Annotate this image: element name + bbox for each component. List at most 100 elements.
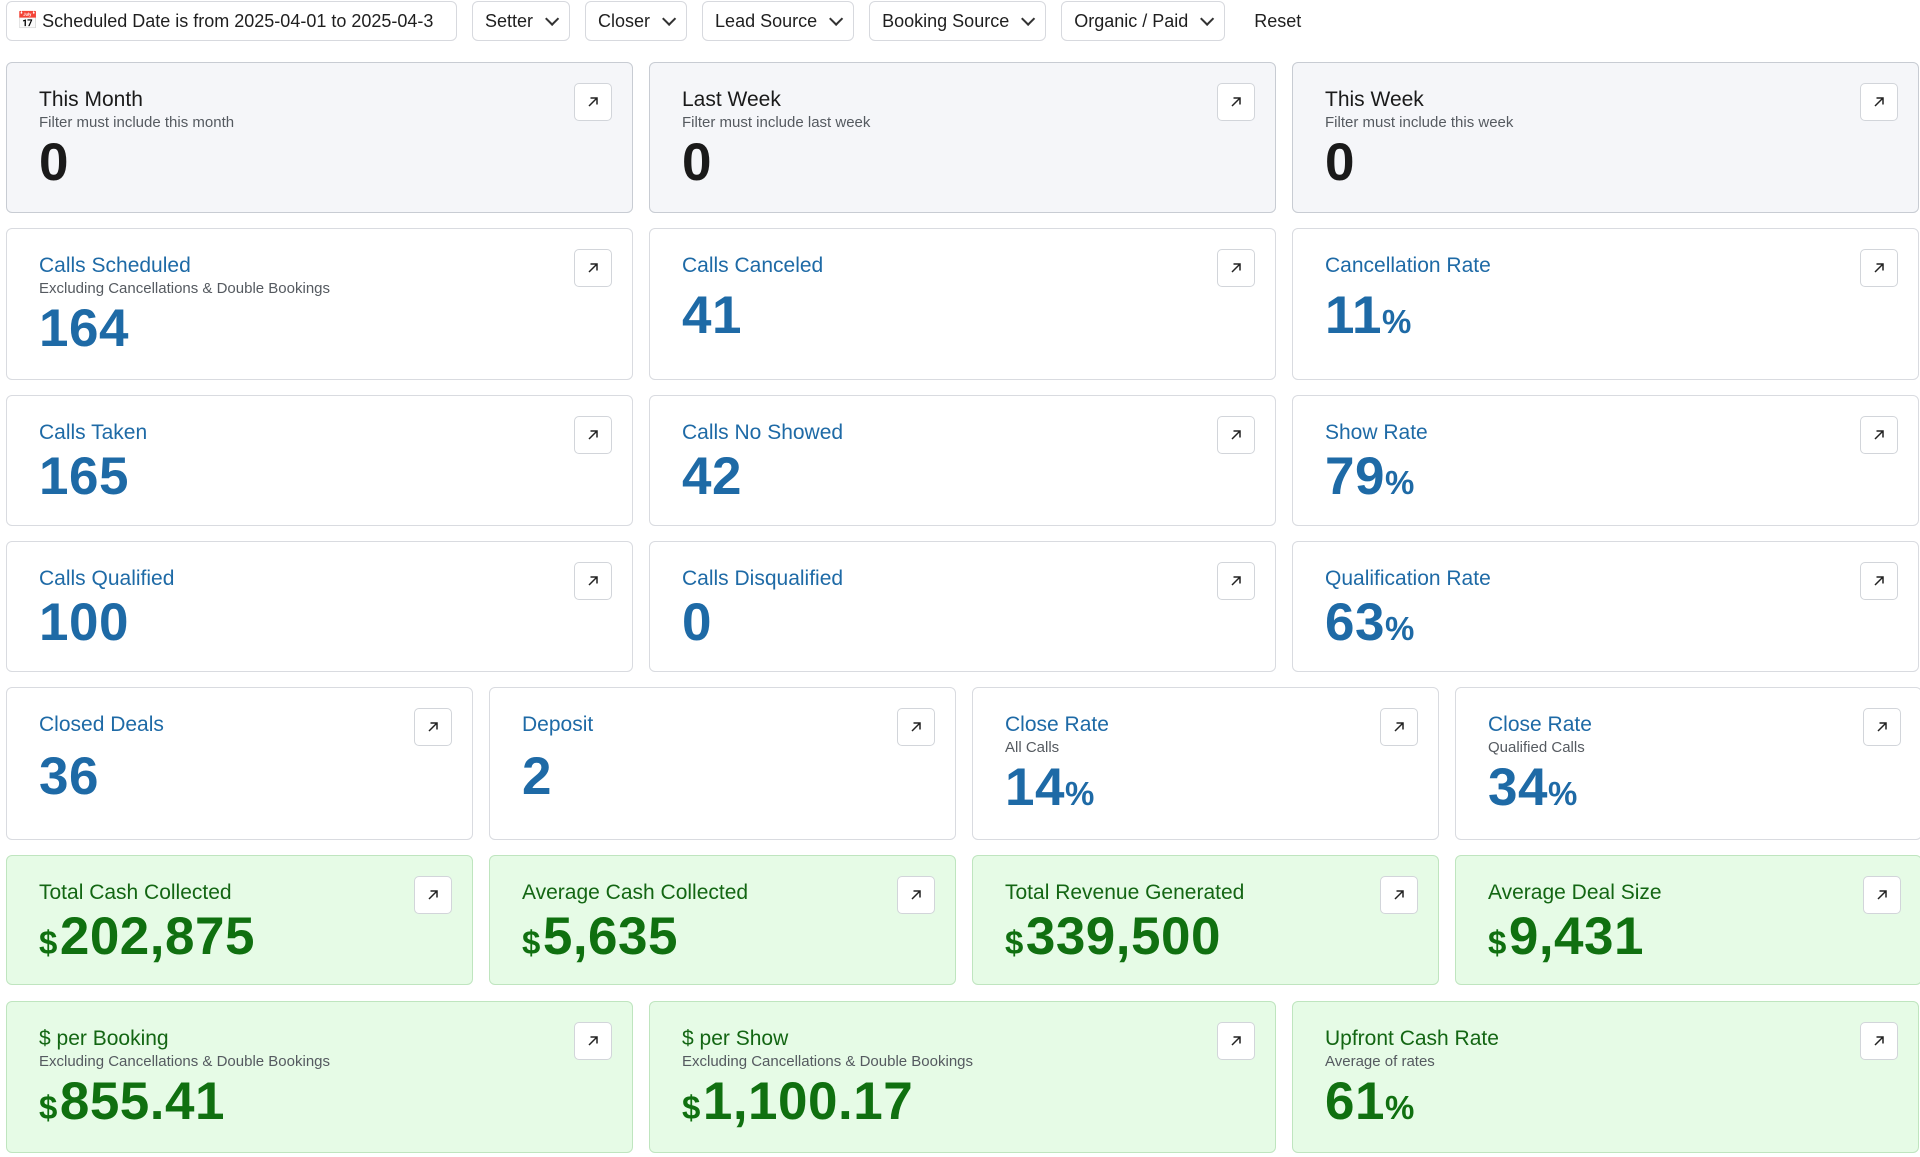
- arrow-up-right-icon: [1874, 263, 1884, 273]
- card-subtitle: Excluding Cancellations & Double Booking…: [39, 280, 331, 297]
- calls-scheduled-row: Calls Scheduled Excluding Cancellations …: [6, 228, 1919, 380]
- metric-card-calls-scheduled: Calls Scheduled Excluding Cancellations …: [6, 228, 633, 380]
- card-title: Calls Disqualified: [682, 567, 844, 590]
- arrow-up-right-icon: [1874, 576, 1884, 586]
- calls-qualified-row: Calls Qualified 100 Calls Disqualified 0…: [6, 541, 1919, 672]
- arrow-up-right-icon: [588, 97, 598, 107]
- chevron-down-icon: [1200, 11, 1215, 26]
- card-title: Close Rate: [1005, 713, 1109, 736]
- metric-card-show-rate: Show Rate 79%: [1292, 395, 1919, 526]
- arrow-up-right-icon: [428, 722, 438, 732]
- metric-card-average-deal-size: Average Deal Size $9,431: [1455, 855, 1920, 985]
- chevron-down-icon: [829, 11, 844, 26]
- expand-button[interactable]: [574, 1022, 612, 1060]
- metric-card-calls-no-showed: Calls No Showed 42: [649, 395, 1276, 526]
- expand-button[interactable]: [1860, 416, 1898, 454]
- expand-button[interactable]: [574, 83, 612, 121]
- expand-button[interactable]: [414, 708, 452, 746]
- card-title: Calls No Showed: [682, 421, 844, 444]
- card-title: Last Week: [682, 88, 781, 111]
- expand-button[interactable]: [1860, 562, 1898, 600]
- arrow-up-right-icon: [588, 430, 598, 440]
- arrow-up-right-icon: [1877, 722, 1887, 732]
- expand-button[interactable]: [1217, 83, 1255, 121]
- card-value: 100: [39, 593, 129, 652]
- arrow-up-right-icon: [1231, 430, 1241, 440]
- scheduled-date-label: Scheduled Date is from 2025-04-01 to 202…: [42, 10, 434, 31]
- expand-button[interactable]: [897, 876, 935, 914]
- metric-card-last-week: Last Week Filter must include last week …: [649, 62, 1276, 213]
- chevron-down-icon: [1021, 11, 1036, 26]
- card-value: 34%: [1488, 758, 1578, 817]
- expand-button[interactable]: [1217, 1022, 1255, 1060]
- card-title: Calls Qualified: [39, 567, 175, 590]
- card-title: Cancellation Rate: [1325, 254, 1491, 277]
- organic-paid-filter[interactable]: Organic / Paid: [1061, 1, 1226, 41]
- calendar-icon: 📅: [17, 11, 39, 30]
- chevron-down-icon: [545, 11, 560, 26]
- organic-paid-filter-label: Organic / Paid: [1074, 10, 1189, 31]
- card-title: Closed Deals: [39, 713, 164, 736]
- arrow-up-right-icon: [1874, 97, 1884, 107]
- metric-card-calls-taken: Calls Taken 165: [6, 395, 633, 526]
- setter-filter[interactable]: Setter: [472, 1, 571, 41]
- expand-button[interactable]: [1860, 83, 1898, 121]
- arrow-up-right-icon: [588, 576, 598, 586]
- metric-card-calls-disqualified: Calls Disqualified 0: [649, 541, 1276, 672]
- arrow-up-right-icon: [1231, 97, 1241, 107]
- metric-card-qualification-rate: Qualification Rate 63%: [1292, 541, 1919, 672]
- metric-card-upfront-cash-rate: Upfront Cash Rate Average of rates 61%: [1292, 1001, 1919, 1153]
- arrow-up-right-icon: [1231, 263, 1241, 273]
- expand-button[interactable]: [1380, 708, 1418, 746]
- metric-card-close-rate-all: Close Rate All Calls 14%: [972, 687, 1439, 840]
- period-row: This Month Filter must include this mont…: [6, 62, 1919, 213]
- card-title: Qualification Rate: [1325, 567, 1491, 590]
- expand-button[interactable]: [897, 708, 935, 746]
- expand-button[interactable]: [1217, 249, 1255, 287]
- card-title: Upfront Cash Rate: [1325, 1027, 1499, 1050]
- card-title: This Month: [39, 88, 143, 111]
- card-title: $ per Show: [682, 1027, 789, 1050]
- card-value: 11%: [1325, 286, 1412, 345]
- metric-card-dollars-per-booking: $ per Booking Excluding Cancellations & …: [6, 1001, 633, 1153]
- card-value: 0: [682, 133, 712, 192]
- expand-button[interactable]: [1863, 876, 1901, 914]
- card-title: Calls Canceled: [682, 254, 824, 277]
- reset-button[interactable]: Reset: [1254, 10, 1302, 31]
- metric-card-total-revenue-generated: Total Revenue Generated $339,500: [972, 855, 1439, 985]
- card-value: 61%: [1325, 1072, 1415, 1131]
- metric-card-cancellation-rate: Cancellation Rate 11%: [1292, 228, 1919, 380]
- expand-button[interactable]: [1860, 249, 1898, 287]
- card-subtitle: Filter must include this month: [39, 114, 235, 131]
- scheduled-date-filter[interactable]: 📅 Scheduled Date is from 2025-04-01 to 2…: [6, 1, 457, 41]
- card-title: Average Cash Collected: [522, 881, 749, 904]
- expand-button[interactable]: [414, 876, 452, 914]
- closer-filter-label: Closer: [598, 10, 651, 31]
- expand-button[interactable]: [1863, 708, 1901, 746]
- card-subtitle: Filter must include this week: [1325, 114, 1514, 131]
- arrow-up-right-icon: [428, 890, 438, 900]
- card-value: 0: [39, 133, 69, 192]
- expand-button[interactable]: [1380, 876, 1418, 914]
- card-value: 63%: [1325, 593, 1415, 652]
- expand-button[interactable]: [574, 416, 612, 454]
- card-value: 0: [682, 593, 712, 652]
- expand-button[interactable]: [574, 562, 612, 600]
- card-value: 42: [682, 447, 742, 506]
- calls-taken-row: Calls Taken 165 Calls No Showed 42 Show …: [6, 395, 1919, 526]
- closer-filter[interactable]: Closer: [585, 1, 688, 41]
- booking-source-filter[interactable]: Booking Source: [869, 1, 1047, 41]
- metric-card-deposit: Deposit 2: [489, 687, 956, 840]
- card-value: 0: [1325, 133, 1355, 192]
- arrow-up-right-icon: [1874, 1036, 1884, 1046]
- card-value: 79%: [1325, 447, 1415, 506]
- expand-button[interactable]: [1860, 1022, 1898, 1060]
- arrow-up-right-icon: [588, 263, 598, 273]
- expand-button[interactable]: [574, 249, 612, 287]
- card-value: 164: [39, 299, 129, 358]
- card-value: 2: [522, 747, 552, 806]
- expand-button[interactable]: [1217, 562, 1255, 600]
- metric-card-average-cash-collected: Average Cash Collected $5,635: [489, 855, 956, 985]
- lead-source-filter[interactable]: Lead Source: [702, 1, 855, 41]
- expand-button[interactable]: [1217, 416, 1255, 454]
